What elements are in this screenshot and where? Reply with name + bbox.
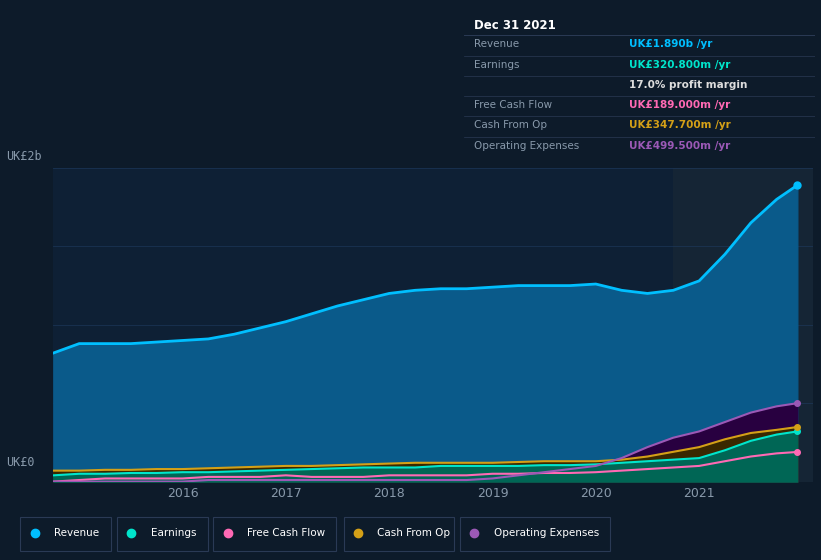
Text: Operating Expenses: Operating Expenses	[494, 529, 599, 538]
Text: UK£320.800m /yr: UK£320.800m /yr	[629, 59, 731, 69]
Text: UK£347.700m /yr: UK£347.700m /yr	[629, 120, 731, 130]
Text: UK£499.500m /yr: UK£499.500m /yr	[629, 141, 730, 151]
Text: Operating Expenses: Operating Expenses	[475, 141, 580, 151]
Text: Cash From Op: Cash From Op	[378, 529, 451, 538]
Text: Cash From Op: Cash From Op	[475, 120, 548, 130]
Text: Earnings: Earnings	[151, 529, 197, 538]
Text: Dec 31 2021: Dec 31 2021	[475, 19, 556, 32]
Text: Free Cash Flow: Free Cash Flow	[475, 100, 553, 110]
Text: UK£0: UK£0	[7, 455, 35, 469]
Text: Revenue: Revenue	[475, 39, 520, 49]
Text: UK£2b: UK£2b	[7, 150, 42, 164]
Text: Free Cash Flow: Free Cash Flow	[247, 529, 325, 538]
Text: UK£189.000m /yr: UK£189.000m /yr	[629, 100, 730, 110]
Bar	[673, 168, 813, 482]
Text: Revenue: Revenue	[54, 529, 99, 538]
Text: Earnings: Earnings	[475, 59, 520, 69]
Text: 17.0% profit margin: 17.0% profit margin	[629, 80, 747, 90]
Text: UK£1.890b /yr: UK£1.890b /yr	[629, 39, 713, 49]
